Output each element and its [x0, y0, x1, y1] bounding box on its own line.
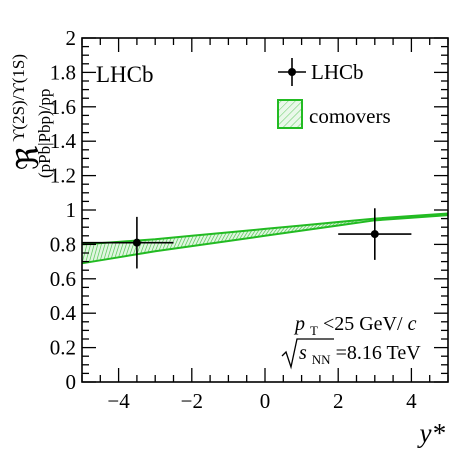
- comovers-hatch-line: [206, 234, 212, 245]
- comovers-hatch-line: [246, 230, 253, 239]
- y-tick-label: 1.8: [50, 60, 76, 84]
- y-tick-label: 1.4: [50, 129, 77, 153]
- pt-annotation-c: c: [408, 313, 417, 335]
- pt-annotation-p: p: [293, 313, 305, 335]
- comovers-hatch-line: [81, 244, 88, 264]
- svg-text:ℜ ϒ(2S)/ϒ(1S) (pPb: ℜ ϒ(2S)/ϒ(1S) (pPb|Pbp)/pp: [9, 50, 54, 178]
- comovers-hatch-line: [151, 239, 157, 253]
- comovers-hatch-line: [121, 241, 128, 257]
- lhcb-point-2-marker: [370, 230, 379, 239]
- comovers-hatch-line: [99, 242, 106, 261]
- comovers-hatch-line: [92, 243, 99, 262]
- x-tick-label: 4: [406, 389, 417, 413]
- y-tick-label: 0: [66, 370, 77, 394]
- y-tick-label: 1.6: [50, 95, 76, 119]
- comovers-hatch-line: [110, 242, 117, 259]
- comovers-hatch-line: [96, 243, 103, 262]
- legend: LHCb comovers: [277, 58, 391, 129]
- comovers-hatch-line: [220, 232, 227, 243]
- x-tick-label: −4: [107, 389, 130, 413]
- legend-lhcb-marker: [288, 68, 296, 76]
- y-axis-title-superscript: ϒ(2S)/ϒ(1S): [9, 54, 28, 142]
- comovers-hatch-line: [209, 233, 216, 244]
- y-tick-label: 0.2: [50, 336, 76, 360]
- y-tick-label: 0.4: [50, 301, 77, 325]
- comovers-band-upper-edge: [81, 212, 449, 246]
- pt-annotation: p T <25 GeV/ c: [293, 313, 417, 340]
- legend-comovers-label: comovers: [309, 104, 391, 128]
- comovers-hatch-line: [224, 232, 231, 242]
- comovers-hatch-line: [213, 233, 220, 244]
- y-tick-label: 0.6: [50, 267, 76, 291]
- comovers-hatch-line: [158, 238, 165, 251]
- comovers-hatch-line: [198, 234, 205, 246]
- y-axis-title: ℜ ϒ(2S)/ϒ(1S) (pPb|Pbp)/pp: [9, 50, 54, 178]
- comovers-hatch-line: [125, 241, 132, 257]
- comovers-band-lower-edge: [81, 214, 449, 265]
- comovers-hatch-line: [147, 239, 154, 253]
- energy-annotation: s NN =8.16 TeV: [281, 338, 421, 370]
- comovers-hatch-line: [228, 232, 234, 242]
- comovers-hatch-line: [169, 237, 176, 250]
- comovers-hatch-line: [195, 235, 201, 246]
- comovers-hatch-line: [165, 238, 172, 250]
- comovers-hatch-line: [88, 243, 95, 263]
- comovers-hatch-line: [154, 239, 161, 252]
- energy-annotation-rest: =8.16 TeV: [336, 342, 422, 364]
- comovers-hatch-line: [264, 228, 271, 237]
- comovers-hatch-line: [118, 241, 124, 258]
- svg-text:s NN =8.16 TeV: s NN =8.16 TeV: [299, 342, 421, 369]
- y-tick-label: 0.8: [50, 232, 76, 256]
- comovers-hatch-line: [231, 231, 238, 241]
- pt-annotation-rest: <25 GeV/: [323, 313, 403, 335]
- comovers-hatch-line: [176, 237, 183, 249]
- experiment-label: LHCb: [96, 62, 154, 87]
- comovers-hatch-line: [242, 230, 249, 240]
- x-axis-title: y*: [417, 418, 446, 448]
- legend-comovers-swatch: [277, 99, 303, 129]
- comovers-hatch-line: [261, 229, 267, 237]
- y-tick-labels: 0 0.2 0.4 0.6 0.8 1 1.2 1.4 1.6 1.8 2: [50, 26, 77, 394]
- comovers-hatch-line: [217, 233, 223, 243]
- y-tick-label: 1.2: [50, 164, 76, 188]
- comovers-hatch-line: [235, 231, 242, 241]
- x-tick-labels: −4 −2 0 2 4: [107, 389, 417, 413]
- axis-ticks: [81, 37, 449, 383]
- comovers-hatch-line: [187, 235, 194, 247]
- comovers-hatch-line: [202, 234, 209, 245]
- legend-lhcb-label: LHCb: [311, 60, 364, 84]
- y-axis-title-subscript: (pPb|Pbp)/pp: [35, 89, 54, 178]
- comovers-hatch-line: [180, 236, 187, 248]
- y-axis-title-main: ℜ: [12, 145, 45, 170]
- comovers-hatch-line: [253, 229, 260, 238]
- pt-annotation-sub: T: [310, 323, 318, 338]
- energy-annotation-s: s: [299, 342, 307, 364]
- x-tick-label: 0: [260, 389, 271, 413]
- comovers-hatch-line: [257, 229, 264, 238]
- comovers-hatch-line: [107, 242, 114, 260]
- energy-annotation-sub: NN: [312, 352, 331, 367]
- sqrt-sign: [281, 338, 334, 370]
- x-tick-label: −2: [181, 389, 203, 413]
- lhcb-point-1-marker: [132, 238, 141, 247]
- comovers-hatch-line: [103, 242, 110, 260]
- comovers-hatch-line: [173, 237, 179, 249]
- comovers-hatch-line: [191, 235, 198, 247]
- y-tick-label: 1: [66, 198, 77, 222]
- comovers-hatch-line: [239, 231, 245, 240]
- comovers-hatch-line: [184, 236, 190, 248]
- x-tick-label: 2: [333, 389, 344, 413]
- comovers-hatch-line: [250, 230, 256, 239]
- y-tick-label: 2: [66, 26, 77, 50]
- comovers-hatch-line: [114, 241, 121, 259]
- lhcb-points: [82, 208, 412, 269]
- comovers-hatch-line: [162, 238, 168, 251]
